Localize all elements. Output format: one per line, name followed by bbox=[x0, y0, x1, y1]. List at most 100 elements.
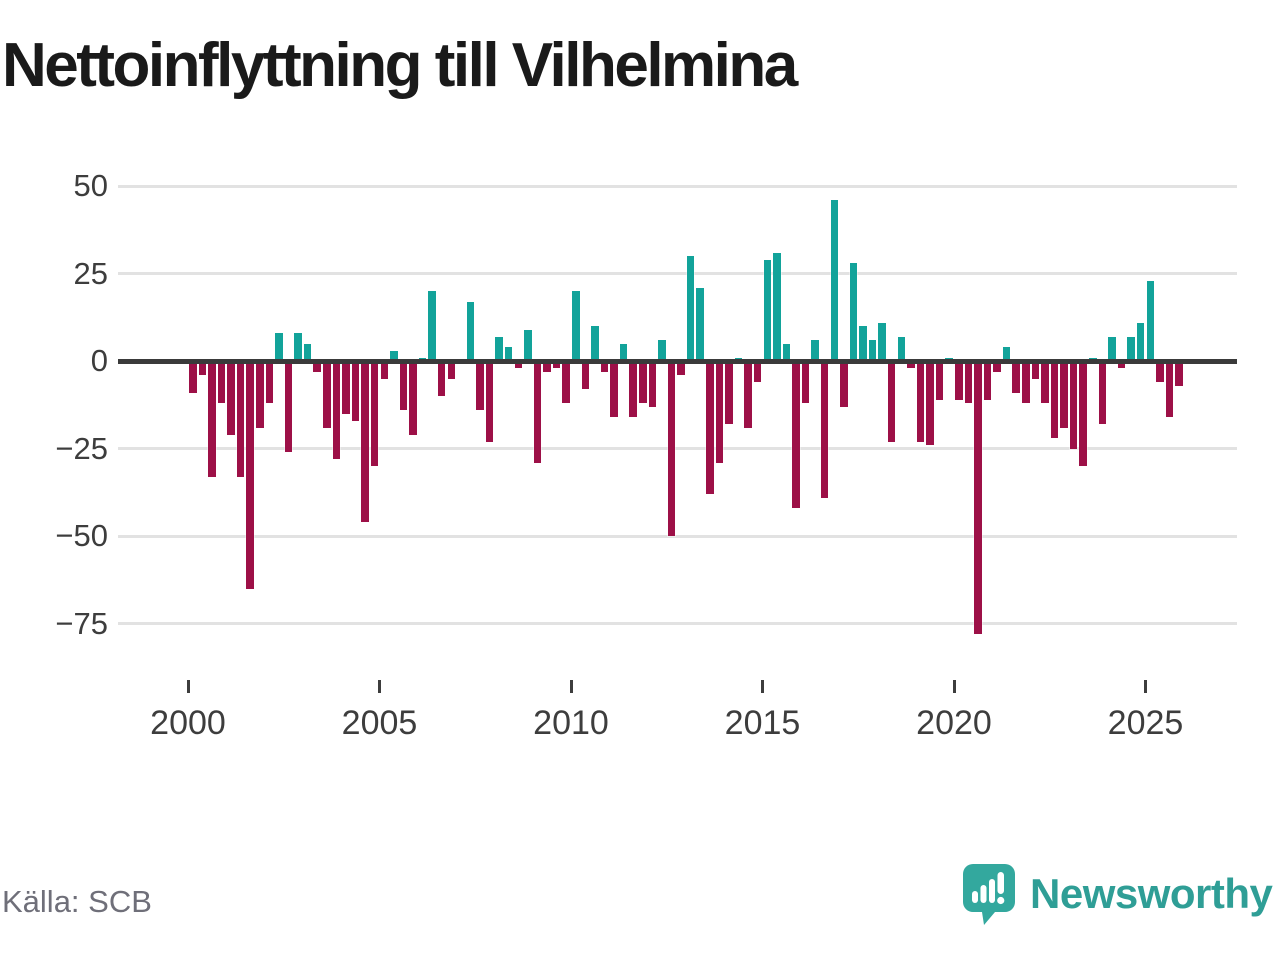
newsworthy-bubble-chart-icon bbox=[963, 864, 1015, 925]
bar bbox=[1049, 360, 1060, 439]
bar bbox=[293, 332, 303, 362]
zero-axis-line bbox=[118, 358, 1237, 364]
gridline bbox=[118, 534, 1237, 538]
bar bbox=[676, 360, 686, 376]
y-axis-tick-label: −75 bbox=[55, 605, 108, 641]
bar bbox=[657, 339, 667, 362]
bar bbox=[829, 199, 839, 362]
bar bbox=[963, 360, 973, 404]
bar bbox=[350, 360, 361, 422]
bar bbox=[561, 360, 571, 404]
bar bbox=[791, 360, 801, 509]
bar bbox=[772, 251, 782, 362]
bar bbox=[724, 360, 734, 425]
bar bbox=[1145, 279, 1155, 362]
chart-title: Nettoinflyttning till Vilhelmina bbox=[2, 31, 798, 100]
bar bbox=[1097, 360, 1108, 425]
x-axis-tick bbox=[186, 680, 190, 693]
bar bbox=[188, 360, 198, 394]
bar bbox=[781, 342, 792, 362]
bar bbox=[398, 360, 409, 411]
bar bbox=[302, 342, 313, 362]
bar bbox=[867, 339, 878, 362]
bar bbox=[810, 339, 820, 362]
bar bbox=[1174, 360, 1184, 387]
bar bbox=[274, 332, 284, 362]
bar bbox=[858, 325, 868, 362]
bar bbox=[954, 360, 964, 401]
bar bbox=[523, 328, 533, 362]
bar bbox=[609, 360, 619, 418]
bar bbox=[1155, 360, 1165, 383]
bar bbox=[839, 360, 849, 408]
bar bbox=[887, 360, 897, 443]
bar bbox=[551, 360, 562, 369]
bar bbox=[1040, 360, 1050, 404]
bar bbox=[1078, 360, 1088, 467]
x-axis-tick bbox=[1144, 680, 1147, 693]
bar bbox=[762, 258, 772, 362]
bar bbox=[1164, 360, 1175, 418]
bar bbox=[599, 360, 610, 373]
bar bbox=[647, 360, 658, 408]
bar bbox=[504, 346, 514, 362]
bar bbox=[925, 360, 935, 446]
bar bbox=[1059, 360, 1069, 429]
bar bbox=[896, 335, 906, 362]
gridline bbox=[118, 184, 1237, 188]
bar bbox=[580, 360, 590, 390]
bar bbox=[341, 360, 351, 415]
x-axis-tick-label: 2020 bbox=[916, 704, 992, 742]
bar bbox=[197, 360, 207, 376]
bar bbox=[877, 321, 887, 362]
bar bbox=[207, 360, 217, 478]
gridline bbox=[118, 272, 1237, 275]
bar bbox=[226, 360, 236, 436]
bar bbox=[695, 286, 705, 362]
bar bbox=[322, 360, 332, 429]
bar bbox=[915, 360, 926, 443]
y-axis-tick-label: −25 bbox=[55, 430, 108, 466]
x-axis-tick bbox=[569, 680, 573, 693]
newsworthy-wordmark: Newsworthy bbox=[1030, 870, 1273, 917]
y-axis-tick-label: −50 bbox=[55, 518, 108, 553]
bar bbox=[1126, 335, 1136, 362]
x-axis-tick-label: 2025 bbox=[1107, 704, 1184, 742]
bar bbox=[1021, 360, 1031, 404]
bar bbox=[216, 360, 227, 404]
bar bbox=[446, 360, 456, 380]
bar bbox=[906, 360, 916, 369]
x-axis-tick-label: 2005 bbox=[341, 704, 418, 742]
x-axis-tick-label: 2010 bbox=[533, 704, 609, 742]
bar bbox=[714, 360, 725, 464]
bar bbox=[1107, 335, 1117, 362]
bar bbox=[685, 255, 696, 362]
bar bbox=[264, 360, 275, 404]
bar bbox=[369, 360, 380, 467]
bar bbox=[542, 360, 552, 373]
y-axis-tick-label: 0 bbox=[90, 343, 108, 378]
bar bbox=[848, 262, 859, 362]
bar bbox=[705, 360, 715, 495]
x-axis-tick-label: 2000 bbox=[150, 704, 226, 742]
bar bbox=[331, 360, 342, 460]
bar bbox=[255, 360, 265, 429]
x-axis-tick bbox=[952, 680, 956, 693]
bar bbox=[379, 360, 389, 380]
bar bbox=[590, 325, 600, 362]
source-label: Källa: SCB bbox=[2, 884, 152, 919]
bar bbox=[484, 360, 495, 443]
bar bbox=[666, 360, 677, 537]
bar bbox=[235, 360, 246, 478]
bar bbox=[1068, 360, 1079, 450]
bar bbox=[475, 360, 485, 411]
gridline bbox=[118, 447, 1237, 450]
bar bbox=[820, 360, 830, 499]
bar bbox=[494, 335, 504, 362]
bar bbox=[513, 360, 523, 369]
bar bbox=[752, 360, 763, 383]
x-axis-tick-label: 2015 bbox=[724, 704, 801, 742]
bar bbox=[427, 290, 437, 362]
bar bbox=[992, 360, 1002, 373]
